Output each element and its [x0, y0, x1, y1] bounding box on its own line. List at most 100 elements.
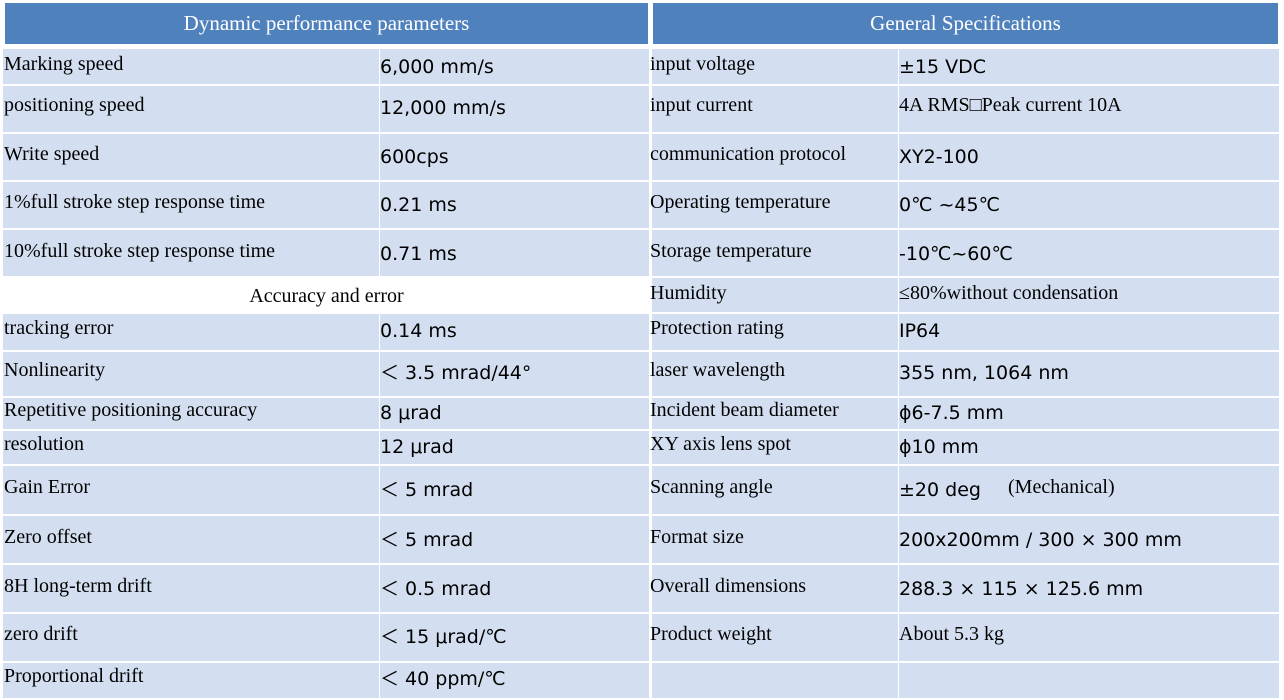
row-band-left: [3, 278, 649, 312]
param-value: ＜ 5 mrad: [380, 479, 474, 501]
column-divider: [898, 182, 899, 230]
column-divider: [379, 49, 380, 86]
row-band-left: [3, 314, 649, 350]
row-band-right: [652, 278, 1279, 312]
column-divider: [379, 431, 380, 466]
row-band-left: [3, 516, 649, 563]
param-label: zero drift: [4, 623, 78, 645]
param-label: Proportional drift: [4, 665, 144, 687]
spec-value: About 5.3 kg: [899, 623, 1004, 645]
row-band-left: [3, 565, 649, 612]
spec-value: 4A RMS□Peak current 10A: [899, 94, 1122, 116]
row-band-right: [652, 431, 1279, 464]
param-label: resolution: [4, 433, 84, 455]
row-band-left: [3, 182, 649, 228]
column-divider: [898, 431, 899, 466]
row-band-left: [3, 398, 649, 429]
spec-label: input voltage: [650, 53, 755, 75]
spec-value-note: (Mechanical): [1008, 476, 1115, 498]
param-value: 6,000 mm/s: [380, 56, 494, 78]
spec-label: Product weight: [650, 623, 772, 645]
row-band-right: [652, 182, 1279, 228]
table-row: tracking error 0.14 ms Protection rating IP…: [0, 314, 1284, 352]
spec-value: -10℃~60℃: [899, 243, 1013, 265]
spec-value: ±15 VDC: [899, 56, 987, 78]
table-row: resolution 12 μrad XY axis lens spot ϕ10 mm: [0, 431, 1284, 466]
column-divider: [379, 565, 380, 614]
table-row: Gain Error ＜ 5 mrad Scanning angle ±20 deg (…: [0, 466, 1284, 516]
spec-label: Storage temperature: [650, 240, 812, 262]
param-value: 0.21 ms: [380, 194, 457, 216]
column-divider: [898, 49, 899, 86]
param-value: ＜ 40 ppm/℃: [380, 668, 506, 690]
column-divider: [898, 230, 899, 278]
param-label: positioning speed: [4, 94, 145, 116]
table-row: 1%full stroke step response time 0.21 ms O…: [0, 182, 1284, 230]
column-divider: [898, 278, 899, 314]
spec-value: IP64: [899, 320, 941, 342]
row-band-right: [652, 314, 1279, 350]
row-band-left: [3, 466, 649, 514]
param-value: ＜ 0.5 mrad: [380, 578, 492, 600]
spec-value: 0℃ ~45℃: [899, 194, 1000, 216]
column-divider: [379, 352, 380, 398]
row-band-right: [652, 516, 1279, 563]
column-divider: [379, 230, 380, 278]
row-band-left: [3, 663, 649, 698]
column-divider: [379, 398, 380, 431]
column-divider: [898, 314, 899, 352]
table-row: Marking speed 6,000 mm/s input voltage ±15 …: [0, 49, 1284, 86]
param-label: Repetitive positioning accuracy: [4, 399, 258, 421]
table-row: 8H long-term drift ＜ 0.5 mrad Overall dime…: [0, 565, 1284, 614]
column-divider: [898, 516, 899, 565]
column-divider: [379, 466, 380, 516]
column-divider: [898, 565, 899, 614]
row-band-left: [3, 230, 649, 276]
spec-label: Overall dimensions: [650, 575, 807, 597]
spec-label: XY axis lens spot: [650, 433, 791, 455]
row-band-left: [3, 431, 649, 464]
spec-value: 288.3 × 115 × 125.6 mm: [899, 578, 1144, 600]
header-general-specifications: General Specifications: [653, 3, 1278, 44]
spec-label: Operating temperature: [650, 191, 831, 213]
column-divider: [898, 86, 899, 134]
column-divider: [898, 134, 899, 182]
spec-label: Incident beam diameter: [650, 399, 839, 421]
column-divider: [898, 663, 899, 700]
row-band-right: [652, 230, 1279, 276]
table-row: zero drift ＜ 15 μrad/℃ Product weight About…: [0, 614, 1284, 663]
column-divider: [379, 86, 380, 134]
row-band-right: [652, 352, 1279, 396]
row-band-right: [652, 86, 1279, 132]
param-label: Zero offset: [4, 526, 92, 548]
param-value: 600cps: [380, 146, 449, 168]
param-value: ＜ 15 μrad/℃: [380, 626, 507, 648]
header-dynamic-performance: Dynamic performance parameters: [5, 3, 648, 44]
row-band-right: [652, 565, 1279, 612]
param-value: 0.14 ms: [380, 320, 457, 342]
spec-value: 355 nm, 1064 nm: [899, 362, 1069, 384]
param-label: Marking speed: [4, 53, 124, 75]
section-label-accuracy: Accuracy and error: [249, 284, 404, 307]
table-row: Nonlinearity ＜ 3.5 mrad/44° laser waveleng…: [0, 352, 1284, 398]
row-band-left: [3, 614, 649, 661]
row-band-left: [3, 49, 649, 84]
column-divider: [898, 614, 899, 663]
row-band-right: [652, 398, 1279, 429]
table-row: 10%full stroke step response time 0.71 ms…: [0, 230, 1284, 278]
param-label: 1%full stroke step response time: [4, 191, 266, 213]
spec-value: XY2-100: [899, 146, 979, 168]
param-label: 8H long-term drift: [4, 575, 152, 597]
row-band-left: [3, 134, 649, 180]
table-row: Accuracy and error Humidity ≤80%without co…: [0, 278, 1284, 314]
spec-label: Protection rating: [650, 317, 784, 339]
param-value: ＜ 5 mrad: [380, 529, 474, 551]
param-value: 0.71 ms: [380, 243, 457, 265]
param-value: 8 μrad: [380, 402, 442, 424]
column-divider: [379, 663, 380, 700]
table-row: Write speed 600cps communication protocol X…: [0, 134, 1284, 182]
row-band-left: [3, 352, 649, 396]
column-divider: [379, 134, 380, 182]
table-row: positioning speed 12,000 mm/s input curren…: [0, 86, 1284, 134]
